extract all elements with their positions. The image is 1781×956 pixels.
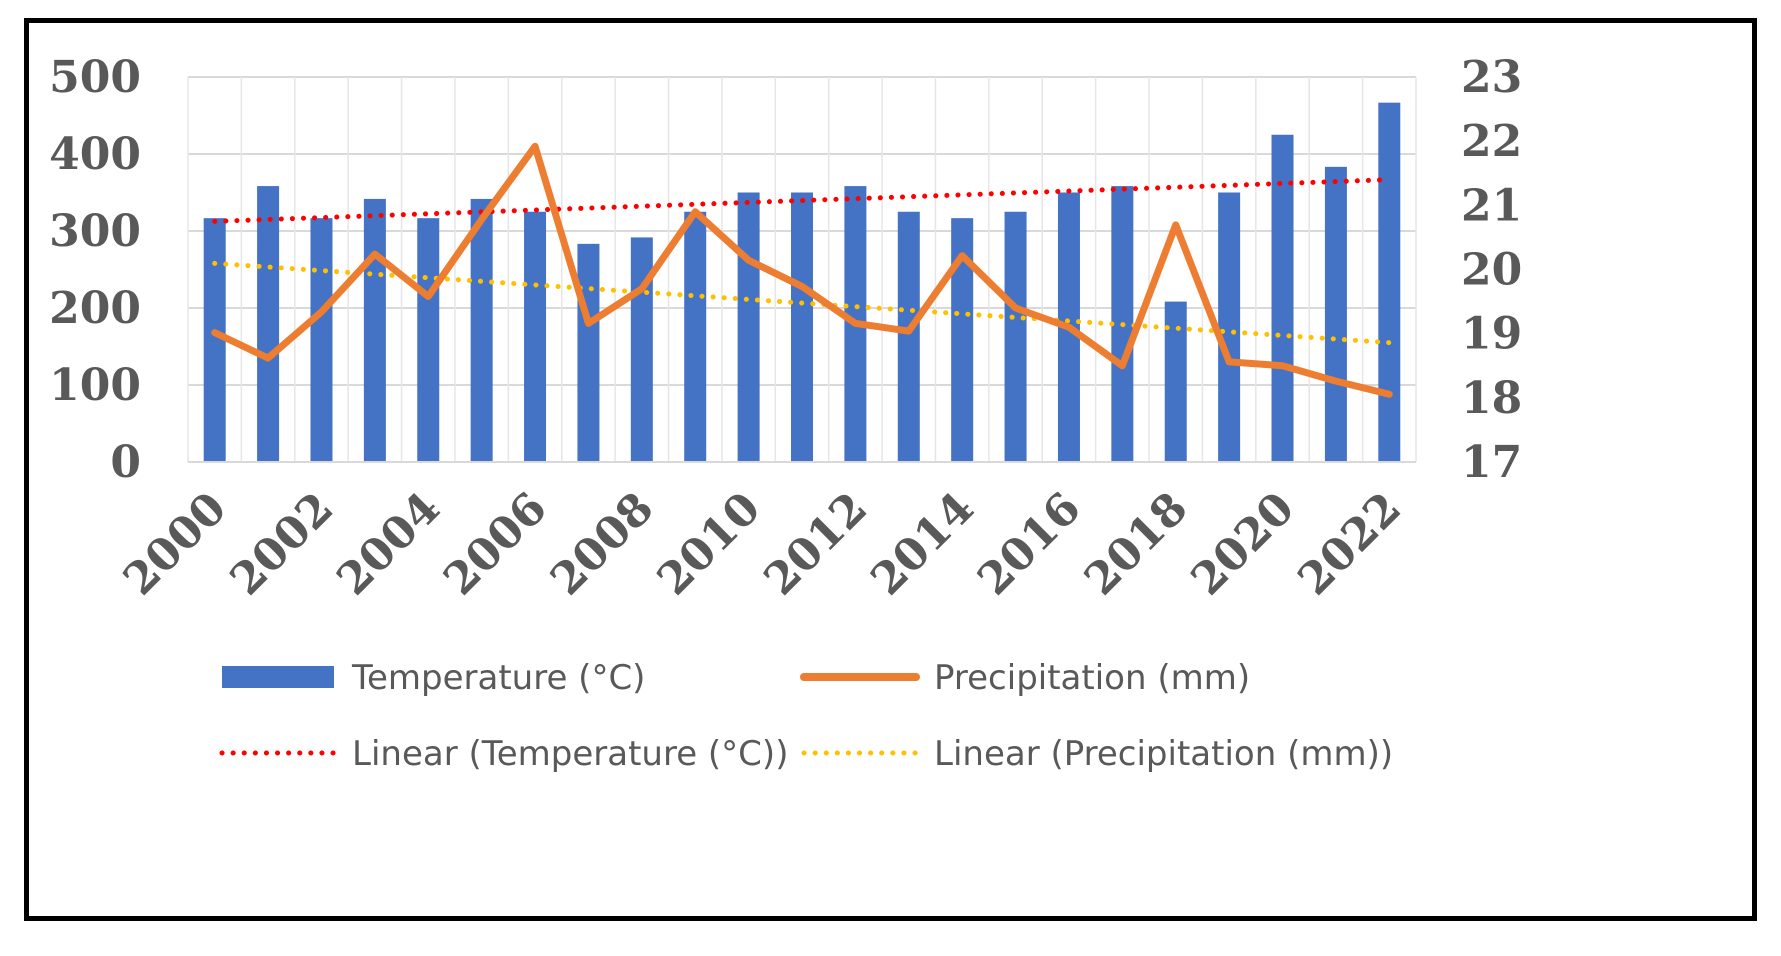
x-axis-tick-label: 2010 xyxy=(648,483,771,606)
temperature-bar xyxy=(737,192,760,462)
left-axis-tick-label: 300 xyxy=(49,206,141,257)
legend-label: Temperature (°C) xyxy=(351,658,645,698)
x-axis-tick-label: 2022 xyxy=(1288,483,1411,606)
right-axis-tick-label: 18 xyxy=(1461,373,1522,424)
legend-label: Linear (Temperature (°C)) xyxy=(352,734,788,774)
temperature-bar xyxy=(577,243,600,462)
temperature-bar xyxy=(524,211,547,462)
temperature-bar xyxy=(1218,192,1241,462)
left-axis-tick-label: 100 xyxy=(49,360,141,411)
combo-chart: 0100200300400500171819202122232000200220… xyxy=(49,52,1522,774)
trendlines xyxy=(212,177,1392,346)
temperature-bar xyxy=(1164,301,1187,462)
temperature-bar xyxy=(791,192,813,462)
left-axis-tick-label: 0 xyxy=(110,437,141,488)
temperature-bar xyxy=(203,218,226,462)
temperature-bar xyxy=(1004,211,1027,462)
x-axis-tick-label: 2004 xyxy=(327,483,450,606)
left-axis-tick-label: 500 xyxy=(49,52,141,103)
temperature-bar xyxy=(1378,102,1401,463)
right-axis-tick-label: 21 xyxy=(1461,180,1522,231)
legend-precipitation: Precipitation (mm) xyxy=(800,658,1250,698)
x-axis-tick-label: 2014 xyxy=(861,483,984,606)
left-axis-tick-label: 200 xyxy=(49,283,141,334)
temperature-bar xyxy=(310,218,333,462)
right-axis-tick-label: 22 xyxy=(1461,116,1522,167)
gridlines xyxy=(187,76,1417,463)
right-axis-tick-label: 17 xyxy=(1461,437,1522,488)
temperature-bar xyxy=(257,186,280,463)
legend-precipitation-trend: Linear (Precipitation (mm)) xyxy=(801,734,1393,774)
x-axis-tick-label: 2006 xyxy=(434,483,557,606)
x-axis-tick-label: 2012 xyxy=(755,483,878,606)
x-axis-tick-label: 2020 xyxy=(1182,483,1305,606)
temperature-bar xyxy=(897,211,920,462)
precipitation-line-group xyxy=(211,142,1393,398)
temperature-bar xyxy=(684,211,707,462)
legend-temperature: Temperature (°C) xyxy=(222,658,645,698)
legend-label: Linear (Precipitation (mm)) xyxy=(934,734,1393,774)
right-axis-tick-label: 19 xyxy=(1461,309,1522,360)
temperature-bar xyxy=(1324,166,1347,463)
temperature-bar xyxy=(1271,134,1294,462)
left-axis-tick-label: 400 xyxy=(49,129,141,180)
temperature-bars xyxy=(203,102,1401,463)
temperature-bar xyxy=(470,198,493,462)
legend-label: Precipitation (mm) xyxy=(934,658,1250,698)
temperature-bar xyxy=(630,237,653,462)
x-axis-tick-label: 2002 xyxy=(221,483,344,606)
x-axis-tick-label: 2008 xyxy=(541,483,664,606)
right-axis-tick-label: 23 xyxy=(1461,52,1522,103)
precipitation-trendline xyxy=(212,260,1392,346)
temperature-trendline xyxy=(212,177,1392,224)
right-axis-tick-label: 20 xyxy=(1461,245,1522,296)
legend-swatch-bar xyxy=(222,666,334,688)
chart-frame: 0 100 200 300 400 500 17 18 19 20 21 22 23 2000 2002 20… xyxy=(24,18,1757,921)
legend-temperature-trend: Linear (Temperature (°C)) xyxy=(219,734,788,774)
temperature-bar xyxy=(951,218,974,462)
x-axis-tick-label: 2000 xyxy=(114,483,237,606)
temperature-bar xyxy=(417,218,440,462)
x-axis-tick-label: 2016 xyxy=(968,483,1091,606)
legend: Temperature (°C) Precipitation (mm) Linear… xyxy=(219,658,1393,774)
x-axis-tick-label: 2018 xyxy=(1075,483,1198,606)
temperature-bar xyxy=(363,198,386,462)
